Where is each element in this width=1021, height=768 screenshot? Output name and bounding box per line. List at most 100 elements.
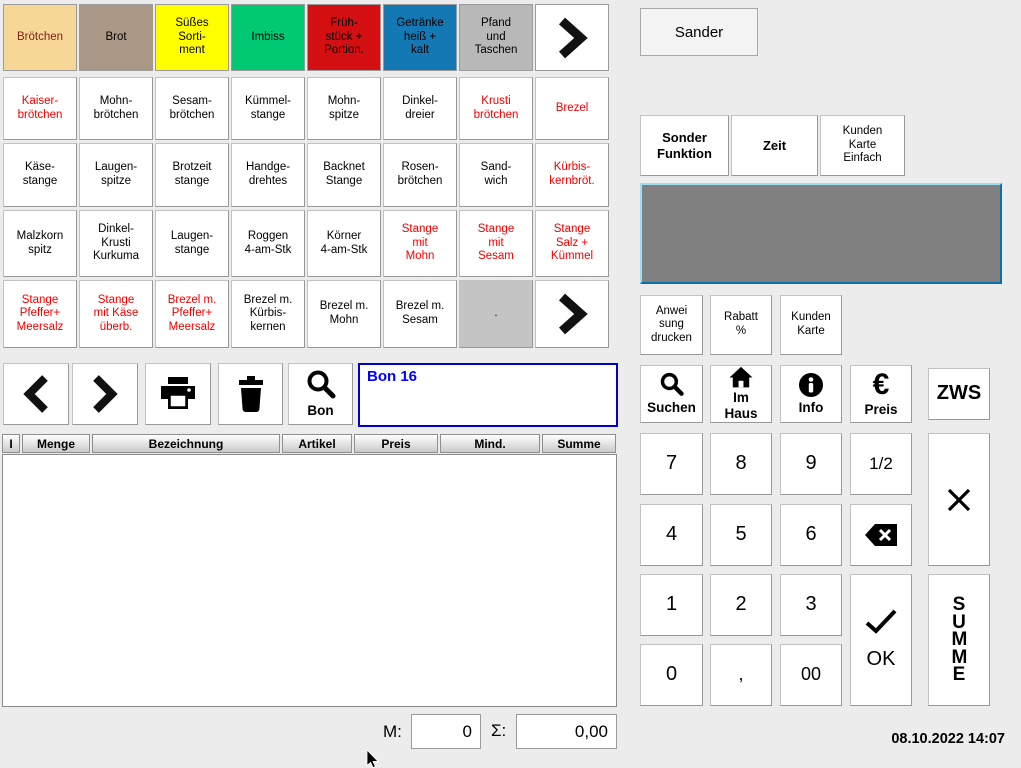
category-grid: Brötchen Brot Süßes Sorti- ment Imbiss F…: [3, 4, 609, 71]
bon-search-button[interactable]: Bon: [288, 363, 353, 425]
product-button[interactable]: Brezel m. Kürbis- kernen: [231, 280, 305, 348]
summe-label: SUMME: [951, 594, 968, 686]
products-next-button[interactable]: [535, 280, 609, 348]
chevron-left-icon: [23, 375, 48, 413]
product-button[interactable]: Backnet Stange: [307, 143, 381, 207]
category-button-pfand[interactable]: Pfand und Taschen: [459, 4, 533, 71]
key-1[interactable]: 1: [640, 574, 703, 636]
product-button[interactable]: Brezel m. Sesam: [383, 280, 457, 348]
product-button[interactable]: Handge- drehtes: [231, 143, 305, 207]
product-button[interactable]: Mohn- brötchen: [79, 77, 153, 140]
magnifier-icon: [307, 370, 335, 399]
zeit-button[interactable]: Zeit: [731, 115, 818, 176]
product-button[interactable]: Körner 4-am-Stk: [307, 210, 381, 277]
product-button[interactable]: Stange Salz + Kümmel: [535, 210, 609, 277]
product-button[interactable]: Rosen- brötchen: [383, 143, 457, 207]
key-zws[interactable]: ZWS: [928, 368, 990, 420]
customer-display: [640, 183, 1002, 284]
prev-page-button[interactable]: [3, 363, 69, 425]
kundenkarte-button[interactable]: Kunden Karte: [780, 295, 842, 355]
order-items-area: [2, 454, 617, 707]
key-00[interactable]: 00: [780, 644, 842, 706]
product-button[interactable]: Käse- stange: [3, 143, 77, 207]
column-header-preis: Preis: [354, 434, 438, 453]
column-header-menge: Menge: [22, 434, 90, 453]
product-button[interactable]: Mohn- spitze: [307, 77, 381, 140]
key-7[interactable]: 7: [640, 433, 703, 495]
key-6[interactable]: 6: [780, 504, 842, 566]
product-button[interactable]: Krusti brötchen: [459, 77, 533, 140]
key-multiply[interactable]: [928, 433, 990, 566]
print-button[interactable]: [145, 363, 211, 425]
info-button[interactable]: Info: [780, 365, 842, 423]
chevron-right-icon: [558, 293, 588, 335]
preis-button[interactable]: € Preis: [850, 365, 912, 423]
key-4[interactable]: 4: [640, 504, 703, 566]
product-button[interactable]: Stange mit Sesam: [459, 210, 533, 277]
m-count-field[interactable]: [411, 714, 481, 749]
empty-slot-button[interactable]: .: [459, 280, 533, 348]
bon-search-label: Bon: [307, 403, 334, 419]
product-button[interactable]: Brezel m. Pfeffer+ Meersalz: [155, 280, 229, 348]
backspace-icon: [865, 524, 897, 546]
product-button[interactable]: Kürbis- kernbröt.: [535, 143, 609, 207]
product-button[interactable]: Sand- wich: [459, 143, 533, 207]
column-header-mind: Mind.: [440, 434, 540, 453]
key-3[interactable]: 3: [780, 574, 842, 636]
key-backspace[interactable]: [850, 504, 912, 566]
product-button[interactable]: Roggen 4-am-Stk: [231, 210, 305, 277]
printer-icon: [161, 377, 195, 409]
key-summe[interactable]: SUMME: [928, 574, 990, 706]
next-page-button[interactable]: [72, 363, 138, 425]
category-button-getraenke[interactable]: Getränke heiß + kalt: [383, 4, 457, 71]
product-button[interactable]: Sesam- brötchen: [155, 77, 229, 140]
category-next-button[interactable]: [535, 4, 609, 71]
key-5[interactable]: 5: [710, 504, 772, 566]
product-button[interactable]: Dinkel- dreier: [383, 77, 457, 140]
category-button-fruehstueck[interactable]: Früh- stück + Portion.: [307, 4, 381, 71]
anweisung-drucken-button[interactable]: Anwei sung drucken: [640, 295, 703, 355]
check-mark-icon: [865, 609, 897, 634]
rabatt-button[interactable]: Rabatt %: [710, 295, 772, 355]
item-table-header: I Menge Bezeichnung Artikel Preis Mind. …: [2, 434, 616, 453]
info-circle-icon: [799, 373, 823, 398]
product-button[interactable]: Malzkorn spitz: [3, 210, 77, 277]
category-button-brot[interactable]: Brot: [79, 4, 153, 71]
key-2[interactable]: 2: [710, 574, 772, 636]
product-button[interactable]: Kaiser- brötchen: [3, 77, 77, 140]
kundenkarte-einfach-button[interactable]: Kunden Karte Einfach: [820, 115, 905, 176]
column-header-artikel: Artikel: [282, 434, 352, 453]
sonder-funktion-button[interactable]: Sonder Funktion: [640, 115, 729, 176]
key-comma[interactable]: ,: [710, 644, 772, 706]
suchen-button[interactable]: Suchen: [640, 365, 703, 423]
category-button-broetchen[interactable]: Brötchen: [3, 4, 77, 71]
category-button-suesses[interactable]: Süßes Sorti- ment: [155, 4, 229, 71]
product-button[interactable]: Stange Pfeffer+ Meersalz: [3, 280, 77, 348]
product-button[interactable]: Laugen- spitze: [79, 143, 153, 207]
key-0[interactable]: 0: [640, 644, 703, 706]
product-button[interactable]: Brotzeit stange: [155, 143, 229, 207]
product-button[interactable]: Stange mit Käse überb.: [79, 280, 153, 348]
key-half[interactable]: 1/2: [850, 433, 912, 495]
mouse-pointer-icon: [366, 750, 379, 768]
info-label: Info: [798, 400, 824, 416]
datetime-label: 08.10.2022 14:07: [891, 731, 1005, 747]
key-9[interactable]: 9: [780, 433, 842, 495]
key-ok[interactable]: OK: [850, 574, 912, 706]
im-haus-button[interactable]: Im Haus: [710, 365, 772, 423]
column-header-bezeichnung: Bezeichnung: [92, 434, 280, 453]
product-button[interactable]: Kümmel- stange: [231, 77, 305, 140]
category-button-imbiss[interactable]: Imbiss: [231, 4, 305, 71]
operator-button[interactable]: Sander: [640, 8, 758, 56]
delete-bon-button[interactable]: [218, 363, 283, 425]
column-header-summe: Summe: [542, 434, 616, 453]
product-button[interactable]: Dinkel- Krusti Kurkuma: [79, 210, 153, 277]
product-button[interactable]: Brezel m. Mohn: [307, 280, 381, 348]
chevron-right-icon: [558, 17, 588, 58]
product-button[interactable]: Stange mit Mohn: [383, 210, 457, 277]
key-8[interactable]: 8: [710, 433, 772, 495]
suchen-label: Suchen: [647, 400, 696, 416]
product-button[interactable]: Laugen- stange: [155, 210, 229, 277]
sum-total-field[interactable]: [516, 714, 617, 749]
product-button[interactable]: Brezel: [535, 77, 609, 140]
